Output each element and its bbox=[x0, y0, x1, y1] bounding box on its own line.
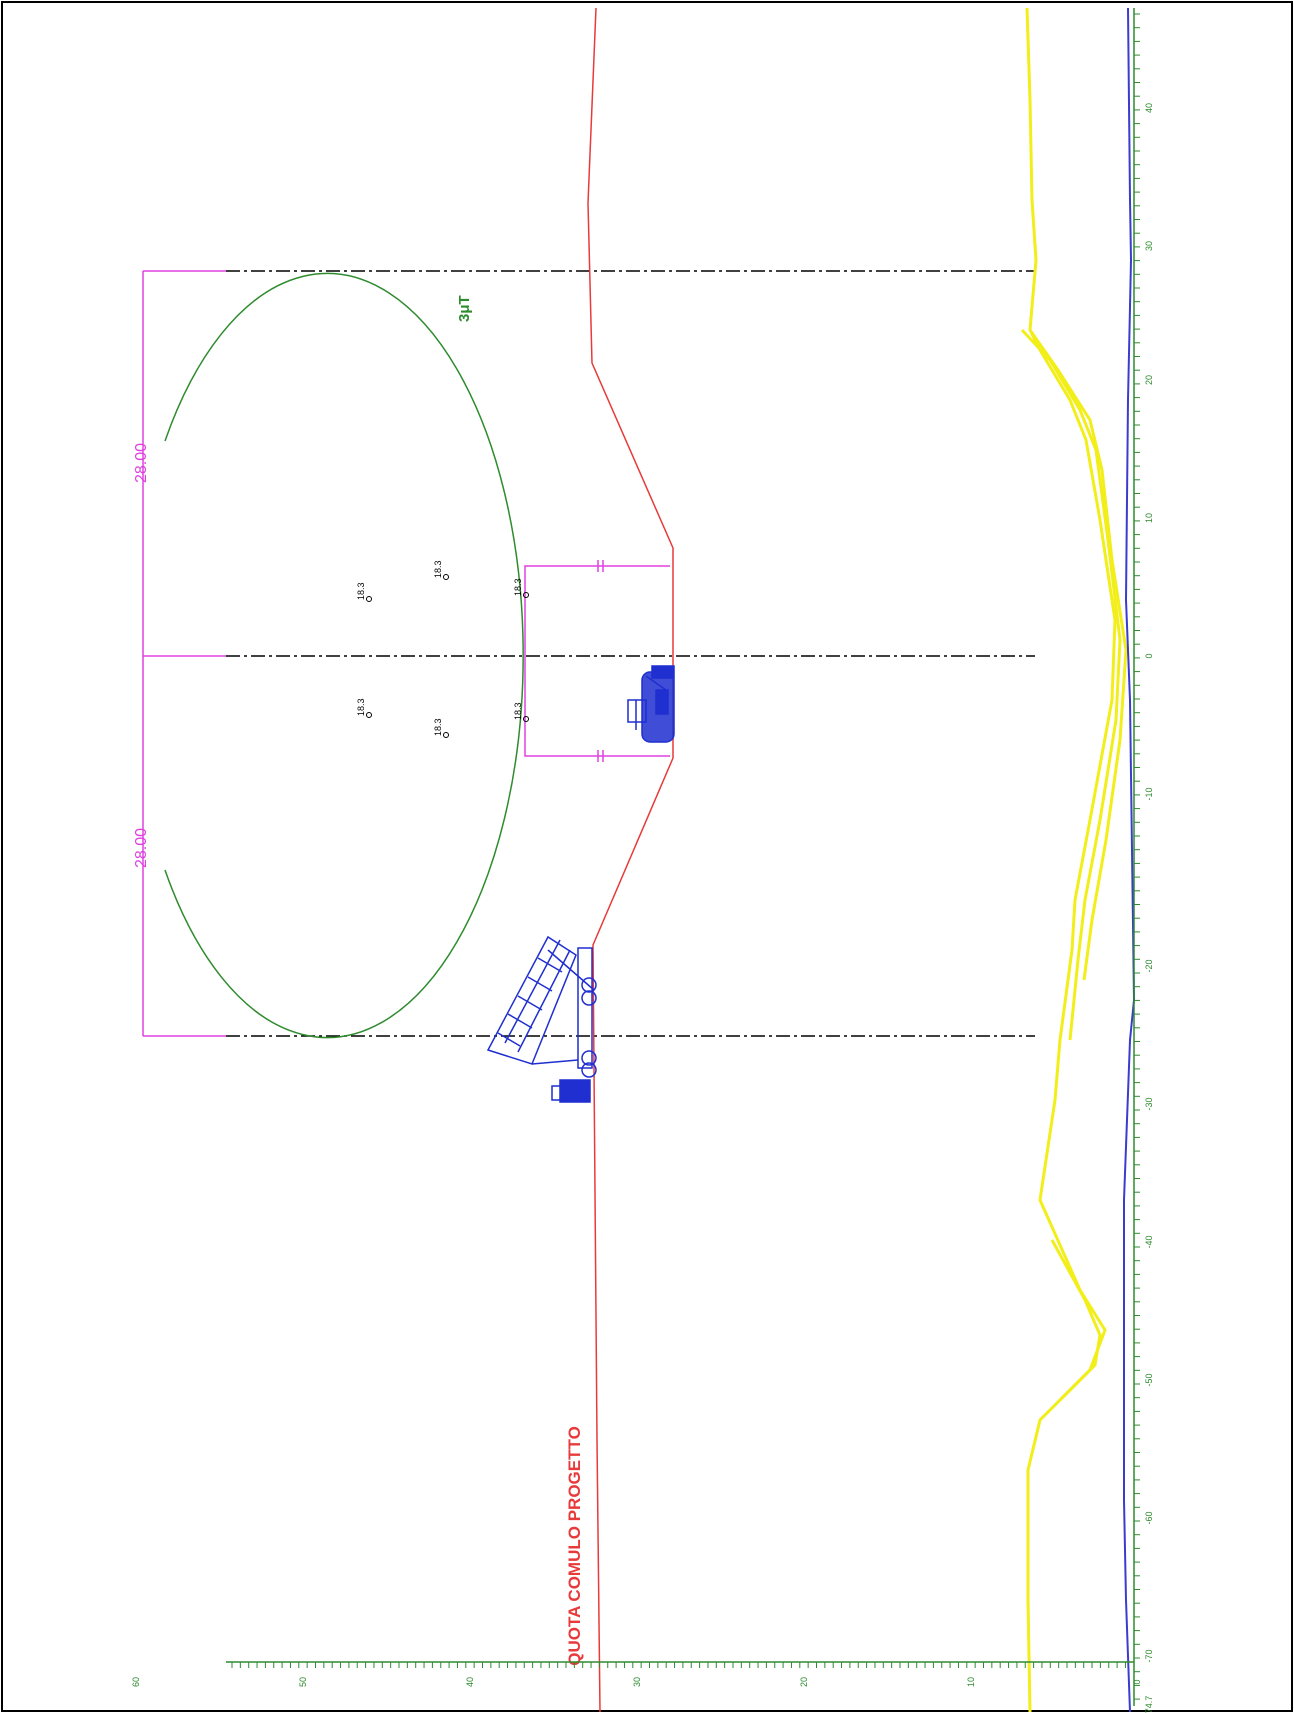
scale-tick-label: 40 bbox=[1144, 103, 1154, 113]
conductor-label: 18.3 bbox=[513, 702, 523, 720]
conductors bbox=[366, 574, 529, 738]
scale-tick-label: 40 bbox=[465, 1677, 475, 1687]
project-level-label: QUOTA COMULO PROGETTO bbox=[565, 1426, 584, 1666]
scale-tick-label: -10 bbox=[1144, 787, 1154, 800]
reference-lines bbox=[226, 270, 1035, 1037]
scale-tick-label: -30 bbox=[1144, 1097, 1154, 1110]
conductor-marker bbox=[523, 716, 529, 722]
baseline bbox=[1123, 7, 1136, 1713]
scale-tick-label: 30 bbox=[632, 1677, 642, 1687]
scale-tick-label: 50 bbox=[298, 1677, 308, 1687]
field-contour-3ut bbox=[164, 272, 524, 1039]
scale-tick-label: -40 bbox=[1144, 1235, 1154, 1248]
conductor-label: 18.3 bbox=[433, 718, 443, 736]
scale-tick-label: -60 bbox=[1144, 1511, 1154, 1524]
excavator-icon bbox=[627, 665, 675, 743]
field-contour-label: 3μT bbox=[456, 295, 473, 322]
project-profile-line bbox=[587, 7, 674, 1713]
dimension-label-right: 28.00 bbox=[133, 443, 150, 483]
dump-truck-icon bbox=[486, 935, 597, 1103]
scale-tick-label: 30 bbox=[1144, 241, 1154, 251]
vertical-scale-ticks bbox=[231, 1662, 1126, 1668]
conductor-marker bbox=[443, 574, 449, 580]
horizontal-scale-ticks bbox=[1134, 13, 1140, 1700]
conductor-label: 18.3 bbox=[433, 560, 443, 578]
conductor-label: 18.3 bbox=[356, 582, 366, 600]
scale-tick-label: 0 bbox=[1144, 653, 1154, 658]
scale-tick-label: 60 bbox=[131, 1677, 141, 1687]
scale-tick-label: -70 bbox=[1144, 1649, 1154, 1662]
scale-tick-label: -20 bbox=[1144, 959, 1154, 972]
conductor-label: 18.3 bbox=[513, 578, 523, 596]
dimension-chain bbox=[142, 270, 670, 1037]
conductor-marker bbox=[523, 592, 529, 598]
conductor-marker bbox=[443, 732, 449, 738]
scale-tick-label: -50 bbox=[1144, 1373, 1154, 1386]
scale-tick-label: 10 bbox=[966, 1677, 976, 1687]
field-profile-band bbox=[1020, 7, 1128, 1713]
conductor-label: 18.3 bbox=[356, 698, 366, 716]
scale-tick-label: 20 bbox=[799, 1677, 809, 1687]
conductor-marker bbox=[366, 712, 372, 718]
scale-tick-label: 20 bbox=[1144, 375, 1154, 385]
dimension-label-left: 28.00 bbox=[133, 828, 150, 868]
scale-tick-label: 10 bbox=[1144, 513, 1154, 523]
scale-tick-label: -74.7 bbox=[1144, 1696, 1154, 1713]
conductor-marker bbox=[366, 596, 372, 602]
scale-tick-label: 0 bbox=[1132, 1679, 1142, 1684]
